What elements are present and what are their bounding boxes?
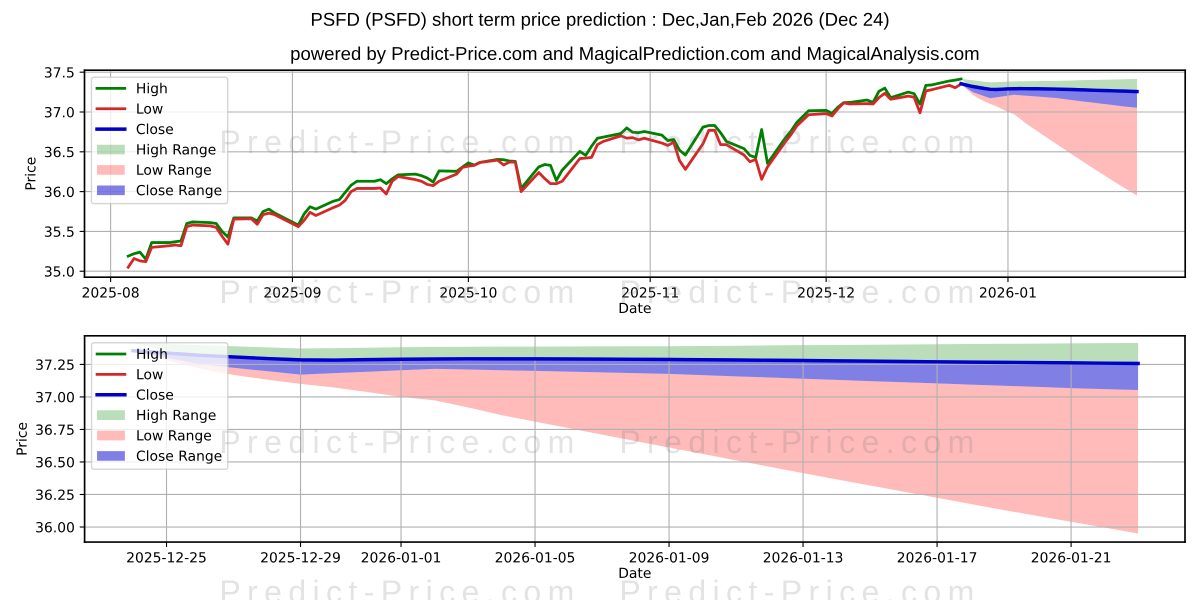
svg-text:Predict-Price.com: Predict-Price.com [219, 124, 580, 160]
svg-text:Predict-Price.com: Predict-Price.com [619, 124, 980, 160]
svg-text:Predict-Price.com: Predict-Price.com [219, 574, 580, 600]
svg-text:Predict-Price.com: Predict-Price.com [619, 274, 980, 310]
svg-text:Predict-Price.com: Predict-Price.com [219, 424, 580, 460]
svg-text:Predict-Price.com: Predict-Price.com [219, 274, 580, 310]
svg-text:Predict-Price.com: Predict-Price.com [619, 574, 980, 600]
svg-text:Predict-Price.com: Predict-Price.com [619, 424, 980, 460]
